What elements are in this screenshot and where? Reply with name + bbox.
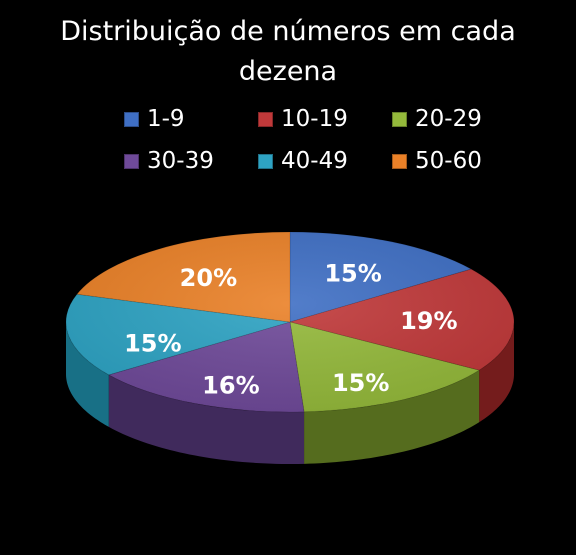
pie-side-40-49 [66, 322, 109, 427]
legend-item-50-60: 50-60 [392, 146, 482, 176]
legend-label-50-60: 50-60 [415, 148, 482, 174]
legend-item-30-39: 30-39 [124, 146, 214, 176]
pie-labels: 15% 19% 15% 16% 15% 20% [124, 259, 457, 399]
data-label-1-9: 15% [324, 259, 381, 287]
legend-label-10-19: 10-19 [281, 106, 348, 132]
data-label-30-39: 16% [202, 372, 259, 400]
legend-label-40-49: 40-49 [281, 148, 348, 174]
data-label-40-49: 15% [124, 330, 181, 358]
legend-item-1-9: 1-9 [124, 104, 185, 134]
legend-swatch-30-39 [124, 153, 139, 169]
legend-item-20-29: 20-29 [392, 104, 482, 134]
legend-swatch-10-19 [258, 111, 273, 127]
pie-side-10-19 [479, 322, 514, 423]
pie-tops [65, 231, 515, 413]
legend-label-20-29: 20-29 [415, 106, 482, 132]
data-label-20-29: 15% [332, 369, 389, 397]
chart-title-line-2: dezena [238, 56, 338, 87]
pie-side-20-29 [304, 370, 480, 464]
legend-item-10-19: 10-19 [258, 104, 348, 134]
data-label-10-19: 19% [400, 307, 457, 335]
data-label-50-60: 20% [180, 264, 237, 292]
chart-title-line-1: Distribuição de números em cada [60, 16, 516, 47]
chart-title: Distribuição de números em cada dezena [0, 12, 576, 92]
pie-top-highlight [66, 232, 514, 412]
pie-side-30-39 [108, 374, 305, 464]
legend-item-40-49: 40-49 [258, 146, 348, 176]
legend-swatch-50-60 [392, 153, 407, 169]
pie-sides [66, 322, 514, 464]
legend-swatch-20-29 [392, 111, 407, 127]
legend-label-1-9: 1-9 [147, 106, 185, 132]
legend-label-30-39: 30-39 [147, 148, 214, 174]
legend-swatch-1-9 [124, 111, 139, 127]
legend-swatch-40-49 [258, 153, 273, 169]
